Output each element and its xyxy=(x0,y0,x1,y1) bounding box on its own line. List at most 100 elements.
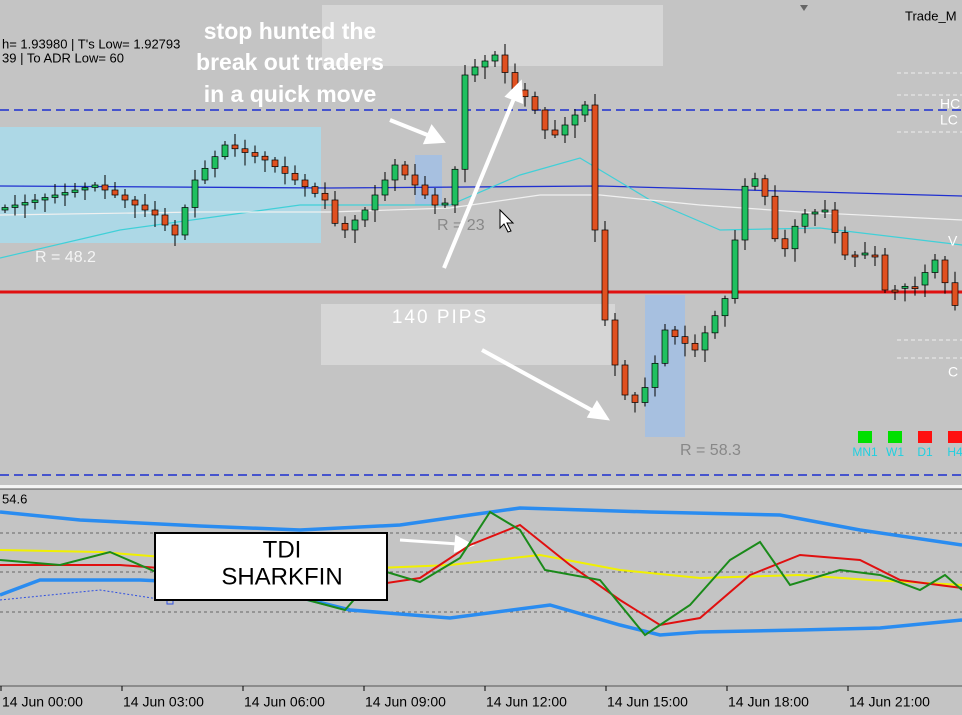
candle xyxy=(731,239,739,299)
candle xyxy=(711,315,719,334)
timeframe-label: MN1 xyxy=(852,445,878,459)
candle xyxy=(381,179,389,196)
candle xyxy=(681,336,689,344)
annotation-text: 140 PIPS xyxy=(392,307,488,328)
candle xyxy=(721,298,729,317)
candle xyxy=(431,194,439,206)
candle xyxy=(401,164,409,176)
candle xyxy=(81,187,89,191)
candle xyxy=(21,202,29,206)
candle xyxy=(461,74,469,170)
candle xyxy=(441,202,449,206)
candle xyxy=(451,168,459,206)
candle xyxy=(281,166,289,174)
candle xyxy=(411,174,419,186)
candle xyxy=(931,259,939,273)
candle xyxy=(621,364,629,396)
candle xyxy=(161,214,169,226)
candle xyxy=(151,209,159,216)
candle xyxy=(871,254,879,258)
range-label: R = 48.2 xyxy=(35,249,96,266)
candle xyxy=(181,207,189,236)
candle xyxy=(891,289,899,293)
time-label: 14 Jun 15:00 xyxy=(607,694,688,710)
indicator-level: 54.6 xyxy=(2,491,27,506)
candle xyxy=(601,229,609,321)
candle xyxy=(241,148,249,153)
candle xyxy=(771,195,779,240)
candle xyxy=(131,199,139,206)
candle xyxy=(321,192,329,201)
time-label: 14 Jun 06:00 xyxy=(244,694,325,710)
candle xyxy=(901,285,909,289)
candle xyxy=(531,96,539,111)
candle xyxy=(561,124,569,136)
candle xyxy=(351,219,359,231)
annotation-box xyxy=(321,304,615,365)
candles xyxy=(1,44,959,413)
candle xyxy=(951,282,959,306)
candle xyxy=(861,252,869,256)
candle xyxy=(841,232,849,256)
annotation-text: TDI xyxy=(263,536,302,563)
candle xyxy=(941,259,949,284)
info-text: h= 1.93980 | T's Low= 1.92793 xyxy=(2,36,180,51)
annotation-box xyxy=(154,532,388,601)
candle xyxy=(1,207,9,211)
window-title: Trade_M xyxy=(905,8,957,23)
candle xyxy=(51,194,59,198)
annotation-text: SHARKFIN xyxy=(221,563,342,590)
candle xyxy=(631,394,639,403)
candle xyxy=(881,254,889,291)
candle xyxy=(501,54,509,73)
candle xyxy=(341,222,349,231)
scroll-marker xyxy=(800,5,808,11)
candle xyxy=(761,178,769,197)
time-label: 14 Jun 09:00 xyxy=(365,694,446,710)
candle xyxy=(261,155,269,161)
candle xyxy=(921,272,929,286)
candle xyxy=(391,164,399,181)
candle xyxy=(551,129,559,136)
annotation-text: break out traders xyxy=(196,49,384,75)
range-label: R = 58.3 xyxy=(680,442,741,459)
candle xyxy=(171,224,179,236)
range-box xyxy=(0,127,321,243)
candle xyxy=(831,209,839,233)
candle xyxy=(671,329,679,338)
candle xyxy=(251,152,259,157)
side-label: HC xyxy=(940,96,960,112)
candle xyxy=(201,167,209,181)
timeframe-label: H4 xyxy=(947,445,962,459)
candle xyxy=(421,184,429,196)
candle xyxy=(801,213,809,227)
candle xyxy=(751,178,759,187)
candle xyxy=(111,189,119,196)
candle xyxy=(211,156,219,169)
side-label: V xyxy=(948,233,958,249)
candle xyxy=(231,144,239,150)
candle xyxy=(641,387,649,403)
timeframe-panel: MN1 W1 D1 H4 xyxy=(852,431,962,459)
candle xyxy=(591,104,599,231)
timeframe-status xyxy=(888,431,902,443)
candle xyxy=(71,189,79,193)
time-label: 14 Jun 12:00 xyxy=(486,694,567,710)
candle xyxy=(691,342,699,351)
candle xyxy=(791,225,799,250)
candle xyxy=(61,192,69,196)
candle xyxy=(571,114,579,126)
side-label: C xyxy=(948,364,958,380)
cursor xyxy=(499,208,515,233)
candle xyxy=(651,362,659,388)
candle xyxy=(371,194,379,211)
candle xyxy=(141,204,149,211)
candle xyxy=(851,254,859,258)
annotation-text: stop hunted the xyxy=(204,18,376,44)
candle xyxy=(101,184,109,191)
side-label: LC xyxy=(940,112,958,128)
timeframe-label: W1 xyxy=(886,445,904,459)
candle xyxy=(811,211,819,215)
candle xyxy=(191,179,199,208)
